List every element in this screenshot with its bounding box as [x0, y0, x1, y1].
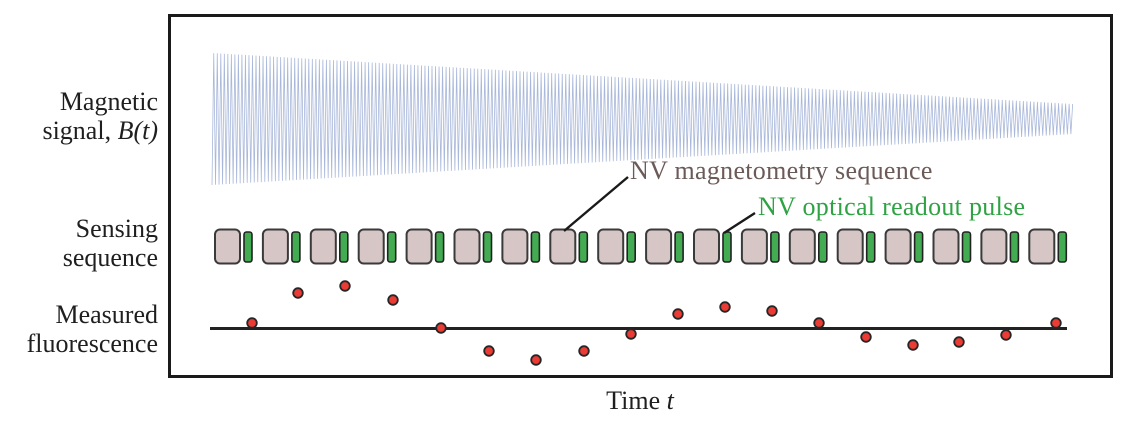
- mw-pulse-block: [980, 228, 1008, 265]
- readout-pulse-bar: [865, 231, 876, 263]
- magnetic-signal-label-math: B(t): [117, 116, 158, 145]
- mw-pulse-block: [884, 228, 912, 265]
- measured-fluorescence-label-line1: Measured: [55, 300, 158, 329]
- readout-pulse-bar: [578, 231, 589, 263]
- magnetic-signal-waveform: [211, 53, 1074, 186]
- measured-fluorescence-label-line2: fluorescence: [26, 329, 158, 358]
- sensing-sequence-label-line2: sequence: [62, 243, 158, 272]
- fluorescence-data-point: [907, 339, 919, 351]
- fluorescence-data-point: [1000, 329, 1012, 341]
- readout-pulse-bar: [913, 231, 924, 263]
- fluorescence-data-point: [530, 354, 542, 366]
- mw-pulse-block: [1028, 228, 1056, 265]
- readout-pulse-bar: [1057, 231, 1068, 263]
- mw-pulse-block: [549, 228, 577, 265]
- annotation-pointer-line: [563, 176, 629, 232]
- sensing-sequence-label: Sensing sequence: [0, 214, 158, 272]
- readout-pulse-bar: [626, 231, 637, 263]
- readout-pulse-bar: [817, 231, 828, 263]
- mw-pulse-block: [788, 228, 816, 265]
- mw-pulse-block: [309, 228, 337, 265]
- annotation-pointer-line: [723, 211, 756, 235]
- magnetic-signal-label-line2-prefix: signal,: [42, 116, 118, 145]
- readout-pulse-bar: [722, 231, 732, 263]
- fluorescence-data-point: [860, 331, 872, 343]
- readout-pulse-bar: [482, 231, 493, 263]
- fluorescence-data-point: [578, 345, 590, 357]
- mw-pulse-block: [932, 228, 960, 265]
- fluorescence-data-point: [813, 317, 825, 329]
- fluorescence-data-point: [1050, 317, 1062, 329]
- mw-pulse-block: [693, 228, 720, 265]
- measured-fluorescence-label: Measured fluorescence: [0, 300, 158, 358]
- readout-pulse-bar: [530, 231, 541, 263]
- readout-pulse-bar: [770, 231, 780, 263]
- magnetic-signal-label: Magnetic signal, B(t): [0, 87, 158, 145]
- nv-magnetometry-sequence-annotation: NV magnetometry sequence: [630, 156, 933, 185]
- mw-pulse-block: [836, 228, 864, 265]
- readout-pulse-bar: [434, 231, 445, 263]
- fluorescence-data-point: [953, 336, 965, 348]
- readout-pulse-bar: [338, 231, 349, 263]
- mw-pulse-block: [261, 228, 289, 265]
- fluorescence-data-point: [339, 280, 351, 292]
- fluorescence-data-point: [483, 345, 495, 357]
- fluorescence-data-point: [766, 305, 778, 317]
- magnetic-signal-label-line1: Magnetic: [59, 87, 158, 116]
- mw-pulse-block: [645, 228, 673, 265]
- fluorescence-data-point: [387, 294, 399, 306]
- time-axis-label-prefix: Time: [606, 386, 667, 415]
- readout-pulse-bar: [674, 231, 684, 263]
- readout-pulse-bar: [961, 231, 972, 263]
- readout-pulse-bar: [243, 231, 253, 263]
- sensing-sequence-label-line1: Sensing: [75, 214, 158, 243]
- fluorescence-data-point: [625, 328, 637, 340]
- mw-pulse-block: [405, 228, 433, 265]
- fluorescence-data-point: [719, 301, 731, 313]
- mw-pulse-block: [357, 228, 385, 265]
- nv-optical-readout-pulse-annotation: NV optical readout pulse: [758, 192, 1026, 221]
- fluorescence-data-point: [435, 322, 447, 334]
- mw-pulse-block: [501, 228, 529, 265]
- time-axis-label: Time t: [606, 386, 674, 416]
- fluorescence-data-point: [292, 287, 304, 299]
- mw-pulse-block: [740, 228, 768, 265]
- fluorescence-data-point: [246, 317, 258, 329]
- mw-pulse-block: [214, 228, 241, 265]
- readout-pulse-bar: [386, 231, 397, 263]
- plot-frame: [168, 14, 1113, 378]
- time-axis-label-math: t: [666, 386, 674, 415]
- readout-pulse-bar: [291, 231, 301, 263]
- readout-pulse-bar: [1009, 231, 1020, 263]
- mw-pulse-block: [453, 228, 481, 265]
- fluorescence-data-point: [672, 308, 684, 320]
- mw-pulse-block: [597, 228, 625, 265]
